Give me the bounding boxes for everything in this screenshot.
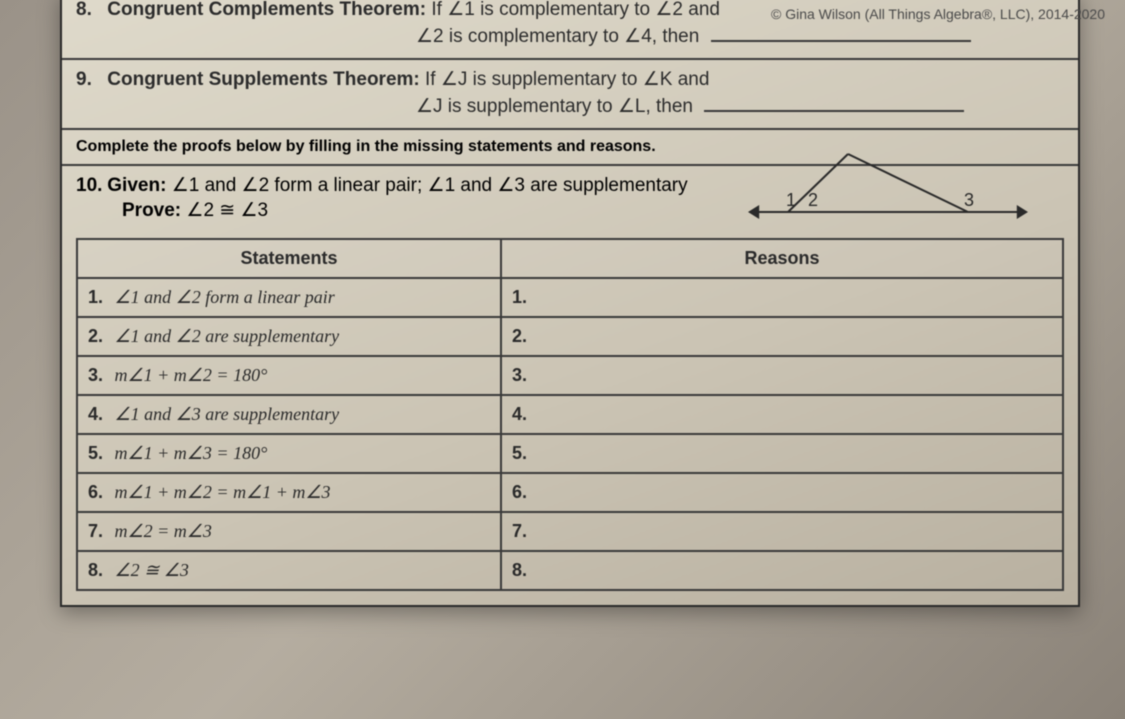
angle-diagram: 12 3 (738, 142, 1038, 232)
q9-number: 9. (76, 69, 102, 91)
statement-cell: 5. m∠1 + m∠3 = 180° (77, 434, 501, 473)
reason-number: 5. (512, 443, 534, 464)
q9-line1: 9. Congruent Supplements Theorem: If ∠J … (76, 68, 1064, 91)
statement-text: ∠1 and ∠2 are supplementary (110, 326, 339, 346)
statement-number: 3. (88, 365, 110, 386)
table-row: 1. ∠1 and ∠2 form a linear pair1. (77, 278, 1063, 317)
statement-number: 2. (88, 326, 110, 347)
svg-text:2: 2 (808, 190, 818, 210)
statement-cell: 4. ∠1 and ∠3 are supplementary (77, 395, 501, 434)
statement-text: m∠1 + m∠3 = 180° (110, 443, 267, 463)
statement-number: 6. (88, 482, 110, 503)
q9-text1: If ∠J is supplementary to ∠K and (425, 69, 709, 90)
statement-number: 7. (88, 521, 110, 542)
reason-number: 6. (512, 482, 534, 503)
col-reasons: Reasons (501, 239, 1063, 278)
reason-cell[interactable]: 8. (501, 551, 1063, 590)
given-label: Given: (107, 175, 166, 196)
prove-label: Prove: (122, 200, 181, 221)
q8-line2-wrap: ∠2 is complementary to ∠4, then (76, 21, 1064, 48)
statement-cell: 3. m∠1 + m∠2 = 180° (77, 356, 501, 395)
reason-cell[interactable]: 6. (501, 473, 1063, 512)
statement-cell: 7. m∠2 = m∠3 (77, 512, 501, 551)
table-row: 3. m∠1 + m∠2 = 180°3. (77, 356, 1063, 395)
reason-number: 1. (512, 287, 534, 308)
q10-number: 10. (76, 175, 102, 197)
statement-text: ∠1 and ∠2 form a linear pair (110, 287, 335, 307)
statement-cell: 8. ∠2 ≅ ∠3 (77, 551, 501, 590)
statement-text: ∠1 and ∠3 are supplementary (110, 404, 339, 424)
reason-number: 7. (512, 521, 534, 542)
statement-text: m∠1 + m∠2 = 180° (110, 365, 267, 385)
statement-text: m∠1 + m∠2 = m∠1 + m∠3 (110, 482, 330, 502)
svg-text:3: 3 (964, 190, 974, 210)
q8-text2: ∠2 is complementary to ∠4, then (416, 26, 699, 47)
q9-text2: ∠J is supplementary to ∠L, then (416, 96, 693, 117)
prove-text: ∠2 ≅ ∠3 (186, 200, 268, 221)
proof-table: Statements Reasons 1. ∠1 and ∠2 form a l… (76, 238, 1064, 591)
given-text: ∠1 and ∠2 form a linear pair; ∠1 and ∠3 … (172, 175, 688, 196)
statement-cell: 2. ∠1 and ∠2 are supplementary (77, 317, 501, 356)
statement-number: 8. (88, 560, 110, 581)
statement-cell: 6. m∠1 + m∠2 = m∠1 + m∠3 (77, 473, 501, 512)
reason-number: 4. (512, 404, 534, 425)
q9-line2-wrap: ∠J is supplementary to ∠L, then (76, 91, 1064, 118)
q8-blank[interactable] (711, 21, 971, 42)
reason-cell[interactable]: 4. (501, 395, 1063, 434)
reason-cell[interactable]: 7. (501, 512, 1063, 551)
statement-text: m∠2 = m∠3 (110, 521, 212, 541)
svg-text:1: 1 (786, 190, 796, 210)
reason-number: 2. (512, 326, 534, 347)
statement-cell: 1. ∠1 and ∠2 form a linear pair (77, 278, 501, 317)
copyright-footer: © Gina Wilson (All Things Algebra®, LLC)… (0, 0, 1125, 22)
reason-cell[interactable]: 2. (501, 317, 1063, 356)
question-9: 9. Congruent Supplements Theorem: If ∠J … (62, 60, 1078, 130)
table-row: 5. m∠1 + m∠3 = 180°5. (77, 434, 1063, 473)
diagram-svg: 12 3 (738, 142, 1038, 232)
col-statements: Statements (77, 239, 501, 278)
statement-text: ∠2 ≅ ∠3 (110, 560, 189, 580)
reason-cell[interactable]: 5. (501, 434, 1063, 473)
worksheet-page: 8. Congruent Complements Theorem: If ∠1 … (60, 0, 1080, 607)
reason-number: 8. (512, 560, 534, 581)
table-row: 8. ∠2 ≅ ∠38. (77, 551, 1063, 590)
reason-number: 3. (512, 365, 534, 386)
q9-blank[interactable] (704, 91, 964, 112)
table-row: 6. m∠1 + m∠2 = m∠1 + m∠36. (77, 473, 1063, 512)
reason-cell[interactable]: 1. (501, 278, 1063, 317)
table-head-row: Statements Reasons (77, 239, 1063, 278)
table-row: 4. ∠1 and ∠3 are supplementary4. (77, 395, 1063, 434)
q9-title: Congruent Supplements Theorem: (107, 69, 419, 90)
statement-number: 4. (88, 404, 110, 425)
table-row: 2. ∠1 and ∠2 are supplementary2. (77, 317, 1063, 356)
reason-cell[interactable]: 3. (501, 356, 1063, 395)
statement-number: 1. (88, 287, 110, 308)
table-row: 7. m∠2 = m∠37. (77, 512, 1063, 551)
statement-number: 5. (88, 443, 110, 464)
